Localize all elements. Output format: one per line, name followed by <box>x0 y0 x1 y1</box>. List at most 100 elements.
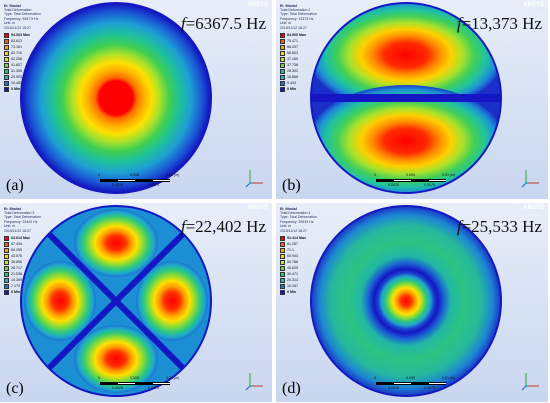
scale-value: 18.868 <box>287 75 298 80</box>
swatch <box>4 259 9 265</box>
swatch <box>4 253 9 259</box>
lobe-top <box>74 209 158 277</box>
scale-value: 91.414 Max <box>287 236 306 241</box>
swatch <box>280 235 285 241</box>
swatch <box>280 38 285 44</box>
legend-line: Total Deformation 2 <box>280 8 311 12</box>
swatch <box>4 44 9 50</box>
lobe-right <box>136 261 208 341</box>
legend-line: Unit: m <box>4 224 16 229</box>
frequency-value: =13,373 Hz <box>461 14 542 33</box>
axis-triad-icon <box>245 170 263 188</box>
scale-value: 28.717 <box>11 266 22 271</box>
scale-value: 40.629 <box>287 266 298 271</box>
swatch <box>280 247 285 253</box>
mode-shape-plot-b <box>310 2 502 194</box>
swatch <box>4 62 9 68</box>
mode-shape-plot-a <box>20 2 212 194</box>
scale-value: 21.538 <box>11 272 22 277</box>
legend-line: 2015/11/12 18:27 <box>4 228 31 233</box>
swatch <box>280 241 285 247</box>
scale-bar-a: 0 0.005 0.01 (m) 0.0025 0.0075 <box>98 173 192 189</box>
legend-line: Type: Total Deformation <box>4 12 41 17</box>
ansys-version: R18.2 <box>534 8 544 12</box>
frequency-value: =25,533 Hz <box>461 217 542 236</box>
frequency-label-b: f=13,373 Hz <box>457 14 542 34</box>
axis-triad-icon <box>521 170 539 188</box>
scale-bar-segments <box>100 179 170 182</box>
frequency-label-c: f=22,402 Hz <box>181 217 266 237</box>
swatch <box>4 247 9 253</box>
legend-line: Unit: m <box>4 21 16 26</box>
color-scale: 84.905 Max 75.471 66.037 56.603 47.169 3… <box>280 32 324 92</box>
scale-value: 41.807 <box>11 63 22 68</box>
scale-value: 66.037 <box>287 45 298 50</box>
scale-bar-c: 0 0.005 0.01 (m) 0.0025 0.0075 <box>98 376 192 392</box>
swatch <box>4 277 9 283</box>
panel-label-d: (d) <box>282 380 301 397</box>
scale-value: 75.471 <box>287 39 298 44</box>
scale-value: 83.613 <box>11 39 22 44</box>
scale-tick-label: 0.01 (m) <box>166 173 180 177</box>
scale-tick-label: 0.0025 <box>388 386 399 390</box>
scale-value: 50.786 <box>287 260 298 265</box>
scale-tick-label: 0.005 <box>130 376 139 380</box>
legend-line: Unit: m <box>280 224 292 229</box>
deformation-field-a <box>22 4 210 192</box>
scale-value: 56.603 <box>287 51 298 56</box>
scale-value: 20.314 <box>287 278 298 283</box>
panel-c: B: Modal Total Deformation 3 Type: Total… <box>0 203 272 402</box>
legend-a: B: Modal Total Deformation Type: Total D… <box>4 3 48 92</box>
scale-value: 64.614 Max <box>11 236 30 241</box>
legend-line: Type: Total Deformation <box>280 215 317 220</box>
scale-tick-label: 0 <box>374 376 376 380</box>
panel-a: B: Modal Total Deformation Type: Total D… <box>0 0 272 199</box>
panel-b: B: Modal Total Deformation 2 Type: Total… <box>276 0 548 199</box>
scale-tick-label: 0.0075 <box>148 183 159 187</box>
swatch <box>280 253 285 259</box>
swatch <box>4 80 9 86</box>
scale-value: 84.905 Max <box>287 33 306 38</box>
scale-value: 71.1 <box>287 248 294 253</box>
legend-title: B: Modal <box>280 206 297 211</box>
frequency-symbol: f <box>180 217 186 236</box>
frequency-value: =6367.5 Hz <box>185 14 266 33</box>
legend-line: Type: Total Deformation <box>280 12 317 17</box>
scale-value: 0 Min <box>287 290 297 295</box>
legend-b: B: Modal Total Deformation 2 Type: Total… <box>280 3 324 92</box>
swatch <box>4 38 9 44</box>
scale-tick-label: 0.005 <box>406 173 415 177</box>
ansys-logo: ANSYS <box>247 205 268 211</box>
swatch <box>280 277 285 283</box>
scale-value: 81.257 <box>287 242 298 247</box>
scale-value: 47.169 <box>287 57 298 62</box>
legend-line: 2015/11/12 18:27 <box>280 25 307 30</box>
legend-line: Unit: m <box>280 21 292 26</box>
axis-triad-icon <box>521 373 539 391</box>
legend-line: Frequency: 13373 Hz <box>280 16 314 21</box>
legend-title: B: Modal <box>4 206 21 211</box>
scale-bar-d: 0 0.005 0.01 (m) 0.0025 0.0075 <box>374 376 468 392</box>
scale-value: 7.179 <box>11 284 20 289</box>
scale-tick-label: 0 <box>374 173 376 177</box>
deformation-field-d <box>312 207 500 395</box>
scale-value: 0 Min <box>11 87 21 92</box>
lobe-bottom <box>312 85 500 192</box>
frequency-symbol: f <box>456 14 462 33</box>
scale-tick-label: 0.005 <box>130 173 139 177</box>
scale-value: 60.943 <box>287 254 298 259</box>
swatch <box>280 56 285 62</box>
swatch <box>280 271 285 277</box>
mode-shape-plot-c <box>20 205 212 397</box>
scale-tick-label: 0.005 <box>406 376 415 380</box>
lobe-left <box>24 261 96 341</box>
swatch <box>4 50 9 56</box>
swatch <box>280 50 285 56</box>
scale-value: 0 Min <box>287 87 297 92</box>
panel-label-c: (c) <box>6 380 24 397</box>
scale-value: 37.736 <box>287 63 298 68</box>
scale-tick-label: 0.0025 <box>112 183 123 187</box>
scale-value: 10.452 <box>11 81 22 86</box>
swatch <box>280 259 285 265</box>
swatch <box>4 289 9 295</box>
